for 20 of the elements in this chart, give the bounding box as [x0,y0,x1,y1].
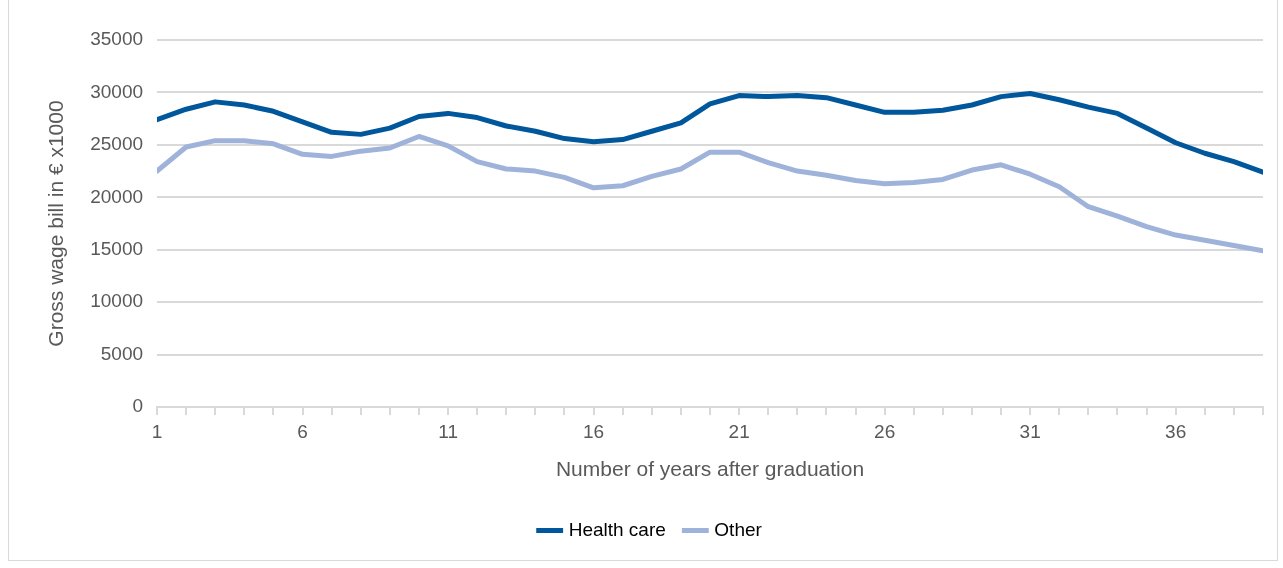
x-tick-label: 6 [297,420,308,442]
x-tick-label: 36 [1165,420,1187,442]
y-tick-label: 15000 [90,237,144,259]
x-tick-label: 1 [151,420,163,442]
y-tick-label: 35000 [90,28,144,50]
legend-label: Health care [568,518,666,540]
y-tick-label: 20000 [90,185,144,207]
x-tick-label: 26 [874,420,896,442]
legend-label: Other [714,518,763,540]
x-tick-label: 31 [1019,420,1041,442]
y-tick-label: 10000 [90,290,144,312]
y-axis-title: Gross wage bill in € x1000 [44,100,68,347]
y-tick-label: 0 [132,395,144,417]
y-tick-label: 30000 [90,80,144,102]
y-tick-label: 5000 [100,342,144,364]
y-tick-label: 25000 [90,133,144,155]
x-axis-title: Number of years after graduation [555,457,865,481]
x-tick-label: 16 [583,420,605,442]
x-tick-label: 11 [438,420,458,442]
x-tick-label: 21 [728,420,750,442]
